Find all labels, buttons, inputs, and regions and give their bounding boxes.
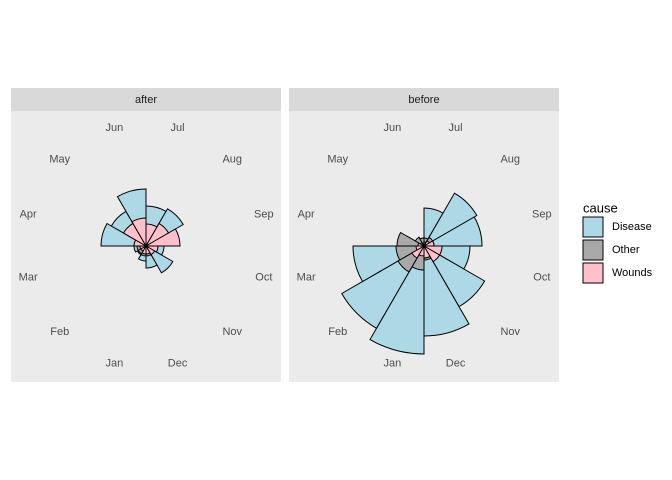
month-label: Dec [446,358,466,370]
legend-title: cause [583,200,618,215]
strip-label: after [135,94,157,106]
month-label: Apr [298,208,315,220]
panel-strip [289,88,559,111]
rose-wedge [144,244,156,256]
month-label: Jul [171,122,185,134]
month-label: Apr [20,208,37,220]
month-label: Sep [254,208,274,220]
month-label: Oct [255,271,272,283]
month-label: Feb [328,326,347,338]
rose-wedge [423,244,431,259]
month-label: Aug [222,154,242,166]
rose-wedge [100,222,148,247]
panel-strip [11,88,281,111]
strip-label: before [408,94,439,106]
month-label: Jul [449,122,463,134]
legend-key [582,239,604,261]
rose-wedge [423,244,470,337]
month-label: Nov [500,326,520,338]
month-label: Aug [500,154,520,166]
month-label: Oct [533,271,550,283]
legend-label: Disease [612,221,652,233]
month-label: Feb [50,326,69,338]
legend-key [582,262,604,284]
rose-wedge [369,244,425,355]
rose-wedge [422,192,478,248]
month-label: Sep [532,208,552,220]
month-label: Dec [168,358,188,370]
rose-wedge [411,244,426,259]
rose-wedge [131,217,147,248]
legend-key [582,216,604,238]
month-label: May [327,154,348,166]
month-label: Mar [19,271,38,283]
month-label: May [49,154,70,166]
rose-wedge [422,244,441,263]
legend-label: Wounds [612,267,653,279]
rose-wedge [144,228,181,247]
month-label: Jun [106,122,124,134]
month-label: Jan [384,358,402,370]
month-label: Jan [106,358,124,370]
rose-wedge [145,244,151,255]
rose-wedge [415,245,426,251]
rose-wedge [422,216,483,247]
month-label: Nov [222,326,242,338]
legend-label: Other [612,244,640,256]
month-label: Mar [297,271,316,283]
month-label: Jun [384,122,402,134]
